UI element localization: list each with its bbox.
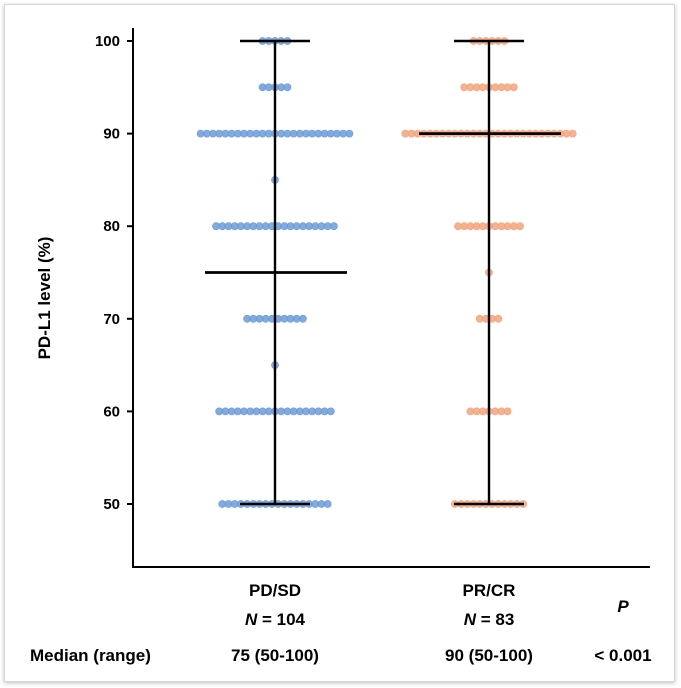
data-point [494, 314, 503, 323]
data-point [516, 222, 524, 231]
data-point [568, 129, 577, 138]
figure-frame [4, 4, 675, 682]
data-point [323, 500, 332, 508]
y-tick-label: 100 [95, 33, 120, 50]
data-point [283, 83, 292, 92]
y-tick-label: 80 [103, 218, 120, 235]
n-label-pd-sd: N = 104 [245, 610, 306, 629]
y-tick-label: 90 [103, 126, 120, 143]
y-tick-label: 60 [103, 403, 120, 420]
data-point [509, 83, 518, 92]
group-label-pd-sd: PD/SD [249, 581, 301, 600]
n-label-pr-cr: N = 83 [464, 610, 515, 629]
p-header: P [617, 597, 629, 616]
median-range-bars [205, 39, 561, 506]
median-range-pd-sd: 75 (50-100) [231, 646, 319, 665]
p-value: < 0.001 [594, 646, 651, 665]
group-label-pr-cr: PR/CR [463, 581, 516, 600]
median-range-pr-cr: 90 (50-100) [445, 646, 533, 665]
y-tick-label: 70 [103, 311, 120, 328]
y-axis-label: PD-L1 level (%) [35, 237, 54, 360]
data-point [503, 407, 512, 416]
y-tick-label: 50 [103, 496, 120, 513]
data-point [326, 407, 335, 416]
data-point [298, 314, 307, 323]
median-range-label: Median (range) [30, 646, 151, 665]
data-point [329, 222, 338, 231]
y-ticks: 50 60 70 80 90 100 [95, 33, 133, 513]
data-point [345, 129, 354, 138]
